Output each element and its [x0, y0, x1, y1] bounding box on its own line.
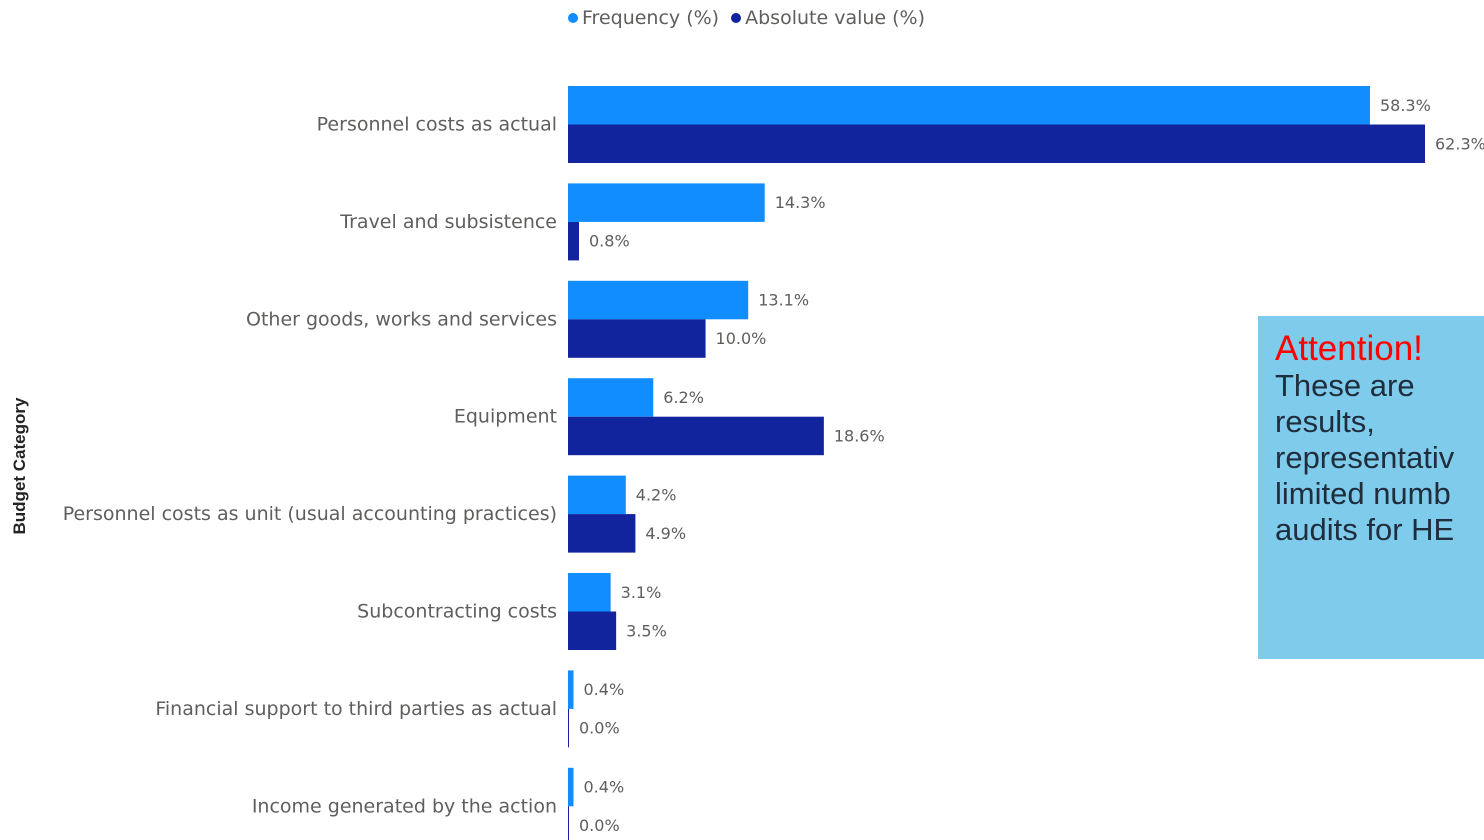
data-label-frequency: 3.1% — [621, 583, 662, 602]
data-label-absolute: 3.5% — [626, 621, 667, 640]
data-label-frequency: 4.2% — [636, 485, 677, 504]
data-label-frequency: 0.4% — [584, 778, 625, 797]
bar-absolute[interactable] — [568, 124, 1425, 164]
data-label-absolute: 62.3% — [1435, 134, 1484, 153]
category-label: Other goods, works and services — [246, 308, 557, 330]
note-line: limited numb — [1275, 476, 1451, 511]
bar-absolute[interactable] — [568, 319, 706, 358]
legend: Frequency (%) Absolute value (%) — [568, 7, 931, 29]
data-label-frequency: 58.3% — [1380, 96, 1431, 115]
legend-dot-icon — [731, 13, 742, 23]
attention-note: Attention! These are results, representa… — [1258, 316, 1484, 659]
bar-frequency[interactable] — [568, 280, 749, 320]
bar-frequency[interactable] — [568, 183, 765, 222]
note-line: audits for HE — [1275, 512, 1455, 547]
data-label-frequency: 13.1% — [758, 291, 809, 310]
data-label-absolute: 10.0% — [716, 329, 767, 348]
note-line: results, — [1275, 404, 1375, 439]
data-label-absolute: 4.9% — [645, 524, 686, 543]
category-label: Equipment — [454, 406, 557, 428]
note-line: These are — [1275, 368, 1415, 403]
bar-absolute[interactable] — [568, 416, 824, 456]
note-title: Attention! — [1275, 329, 1423, 368]
category-label: Subcontracting costs — [357, 601, 557, 623]
bar-absolute[interactable] — [568, 611, 617, 651]
data-label-frequency: 0.4% — [584, 680, 625, 699]
data-label-absolute: 0.0% — [579, 816, 620, 835]
data-label-absolute: 0.0% — [579, 719, 620, 738]
bar-frequency[interactable] — [568, 378, 654, 417]
bar-frequency[interactable] — [568, 475, 626, 515]
data-label-frequency: 14.3% — [775, 193, 826, 212]
bar-absolute[interactable] — [568, 221, 580, 261]
legend-item-absolute[interactable]: Absolute value (%) — [731, 7, 925, 29]
category-label: Personnel costs as actual — [317, 114, 557, 136]
note-line: representativ — [1275, 440, 1455, 475]
bar-frequency[interactable] — [568, 670, 574, 709]
category-label: Financial support to third parties as ac… — [155, 698, 557, 720]
bar-frequency[interactable] — [568, 86, 1370, 125]
category-label: Income generated by the action — [252, 795, 557, 817]
data-label-frequency: 6.2% — [663, 388, 704, 407]
legend-item-frequency[interactable]: Frequency (%) — [568, 7, 719, 29]
legend-label-absolute: Absolute value (%) — [745, 7, 926, 29]
category-label: Personnel costs as unit (usual accountin… — [63, 503, 557, 525]
bar-frequency[interactable] — [568, 573, 611, 612]
legend-dot-icon — [568, 13, 578, 23]
data-label-absolute: 0.8% — [589, 232, 630, 251]
legend-label-frequency: Frequency (%) — [582, 7, 720, 29]
note-body: These are results, representativ limited… — [1275, 368, 1484, 548]
bar-absolute[interactable] — [568, 514, 636, 553]
bar-frequency[interactable] — [568, 767, 574, 807]
data-label-absolute: 18.6% — [834, 426, 885, 445]
category-label: Travel and subsistence — [339, 211, 557, 233]
